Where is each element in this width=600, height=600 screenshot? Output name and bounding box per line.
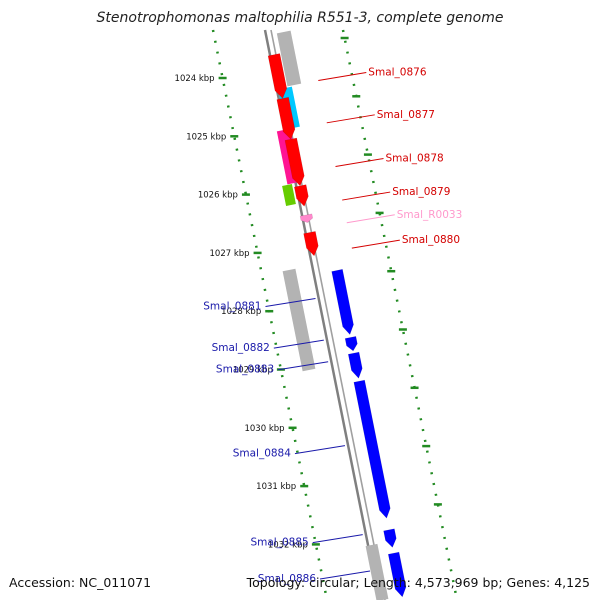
- scale-tick-label: 1029 kbp: [233, 366, 273, 376]
- gene-arrow: [299, 213, 313, 223]
- gene-label-leader: [278, 361, 329, 371]
- gene-arrow: [331, 269, 354, 335]
- gene-label: Smal_0885: [250, 537, 308, 549]
- scale-tick-label: 1032 kbp: [268, 540, 308, 550]
- gene-arrow: [383, 528, 397, 548]
- gene-label: Smal_0882: [212, 342, 270, 354]
- genome-summary-text: Topology: circular; Length: 4,573,969 bp…: [246, 575, 590, 590]
- gene-arrow: [344, 336, 358, 352]
- gene-arrow: [267, 53, 288, 99]
- gene-label: Smal_0880: [402, 234, 460, 246]
- cds-band: [276, 30, 302, 87]
- cds-features: [276, 30, 389, 600]
- gene-label-leader: [346, 214, 395, 224]
- gene-arrow: [387, 551, 407, 598]
- gene-features: [267, 53, 407, 598]
- scale-tick-label: 1030 kbp: [244, 424, 284, 434]
- gene-arrow: [276, 96, 296, 140]
- scale-tick-label: 1031 kbp: [256, 482, 296, 492]
- gene-label: Smal_0876: [368, 67, 427, 79]
- gene-label: Smal_0877: [377, 109, 435, 121]
- gene-label-leader: [319, 570, 371, 580]
- scale-tick-label: 1024 kbp: [175, 74, 215, 84]
- cds-band: [282, 184, 296, 206]
- gene-label-leader: [265, 297, 316, 307]
- gene-arrow: [353, 379, 391, 519]
- gene-label: Smal_0878: [386, 153, 444, 165]
- scale-tick-label: 1026 kbp: [198, 191, 238, 201]
- cds-band: [365, 543, 389, 600]
- gene-label-leader: [351, 239, 400, 249]
- gene-arrow: [293, 184, 309, 207]
- gene-label-leader: [318, 72, 367, 82]
- scale-tick-label: 1027 kbp: [210, 249, 250, 259]
- gene-label: Smal_0884: [233, 448, 292, 460]
- gene-label: Smal_0883: [216, 364, 274, 376]
- scale-ticks: 1024 kbp 1025 kbp 1026 kbp 1027 kbp 1028 kbp…: [175, 29, 459, 600]
- gene-label: Smal_0881: [203, 300, 261, 312]
- gene-label: Smal_R0033: [397, 209, 463, 221]
- accession-text: Accession: NC_011071: [9, 575, 152, 590]
- gene-label: Smal_0886: [258, 573, 317, 585]
- gene-arrow: [347, 351, 363, 379]
- gene-label: Smal_0879: [392, 186, 450, 198]
- cds-band: [282, 268, 316, 372]
- gene-label-leader: [312, 534, 363, 544]
- gene-labels: Smal_0876 Smal_0877 Smal_0878 Smal_0879 Smal…: [203, 67, 462, 585]
- gene-label-leader: [326, 114, 375, 124]
- gene-label-leader: [273, 339, 324, 349]
- gene-arrow: [303, 231, 319, 257]
- scale-tick-label: 1025 kbp: [186, 132, 226, 142]
- scale-tick-label: 1028 kbp: [221, 307, 261, 317]
- scale-guide-left: [211, 29, 329, 600]
- gene-label-leader: [294, 445, 346, 455]
- gene-label-leader: [342, 191, 391, 201]
- gene-label-leader: [335, 158, 384, 168]
- gene-arrow: [284, 137, 305, 187]
- map-title: Stenotrophomonas maltophilia R551-3, com…: [96, 10, 504, 26]
